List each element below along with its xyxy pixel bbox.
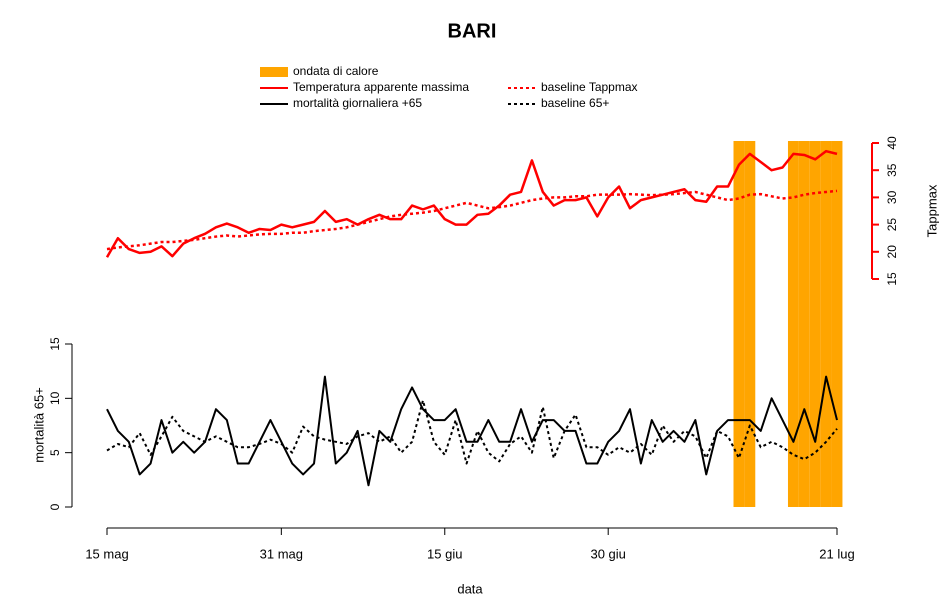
legend-swatch bbox=[260, 67, 288, 77]
y2-tick-label: 25 bbox=[885, 218, 899, 232]
y2-tick-label: 35 bbox=[885, 163, 899, 177]
legend-label: baseline 65+ bbox=[541, 96, 609, 110]
x-tick-label: 15 mag bbox=[85, 546, 128, 561]
y2-tick-label: 40 bbox=[885, 136, 899, 150]
x-tick-label: 21 lug bbox=[819, 546, 854, 561]
heatwave-bar bbox=[733, 141, 745, 507]
series-line bbox=[106, 375, 838, 487]
chart-title: BARI bbox=[448, 20, 497, 42]
heatwave-bar bbox=[831, 141, 843, 507]
heatwave-bar bbox=[744, 141, 756, 507]
y2-tick-label: 15 bbox=[885, 272, 899, 286]
x-tick-label: 30 giu bbox=[590, 546, 625, 561]
x-axis-label: data bbox=[457, 581, 483, 596]
legend-label: mortalità giornaliera +65 bbox=[293, 96, 422, 110]
series-line bbox=[105, 149, 838, 258]
heatwave-bar bbox=[798, 141, 810, 507]
legend-label: Temperatura apparente massima bbox=[293, 80, 469, 94]
heatwave-bar bbox=[820, 141, 832, 507]
y-tick-label: 15 bbox=[48, 337, 62, 351]
heatwave-bar bbox=[787, 141, 799, 507]
heatwave-bar bbox=[809, 141, 821, 507]
y-tick-label: 0 bbox=[48, 503, 62, 510]
x-tick-label: 31 mag bbox=[260, 546, 303, 561]
x-tick-label: 15 giu bbox=[427, 546, 462, 561]
legend-label: ondata di calore bbox=[293, 64, 379, 78]
y-axis-label: mortalità 65+ bbox=[31, 387, 46, 463]
y-tick-label: 5 bbox=[48, 449, 62, 456]
y2-tick-label: 30 bbox=[885, 190, 899, 204]
series-line bbox=[106, 189, 838, 251]
y-tick-label: 10 bbox=[48, 391, 62, 405]
y2-tick-label: 20 bbox=[885, 245, 899, 259]
y2-axis-label: Tappmax bbox=[924, 184, 939, 237]
legend-label: baseline Tappmax bbox=[541, 80, 638, 94]
